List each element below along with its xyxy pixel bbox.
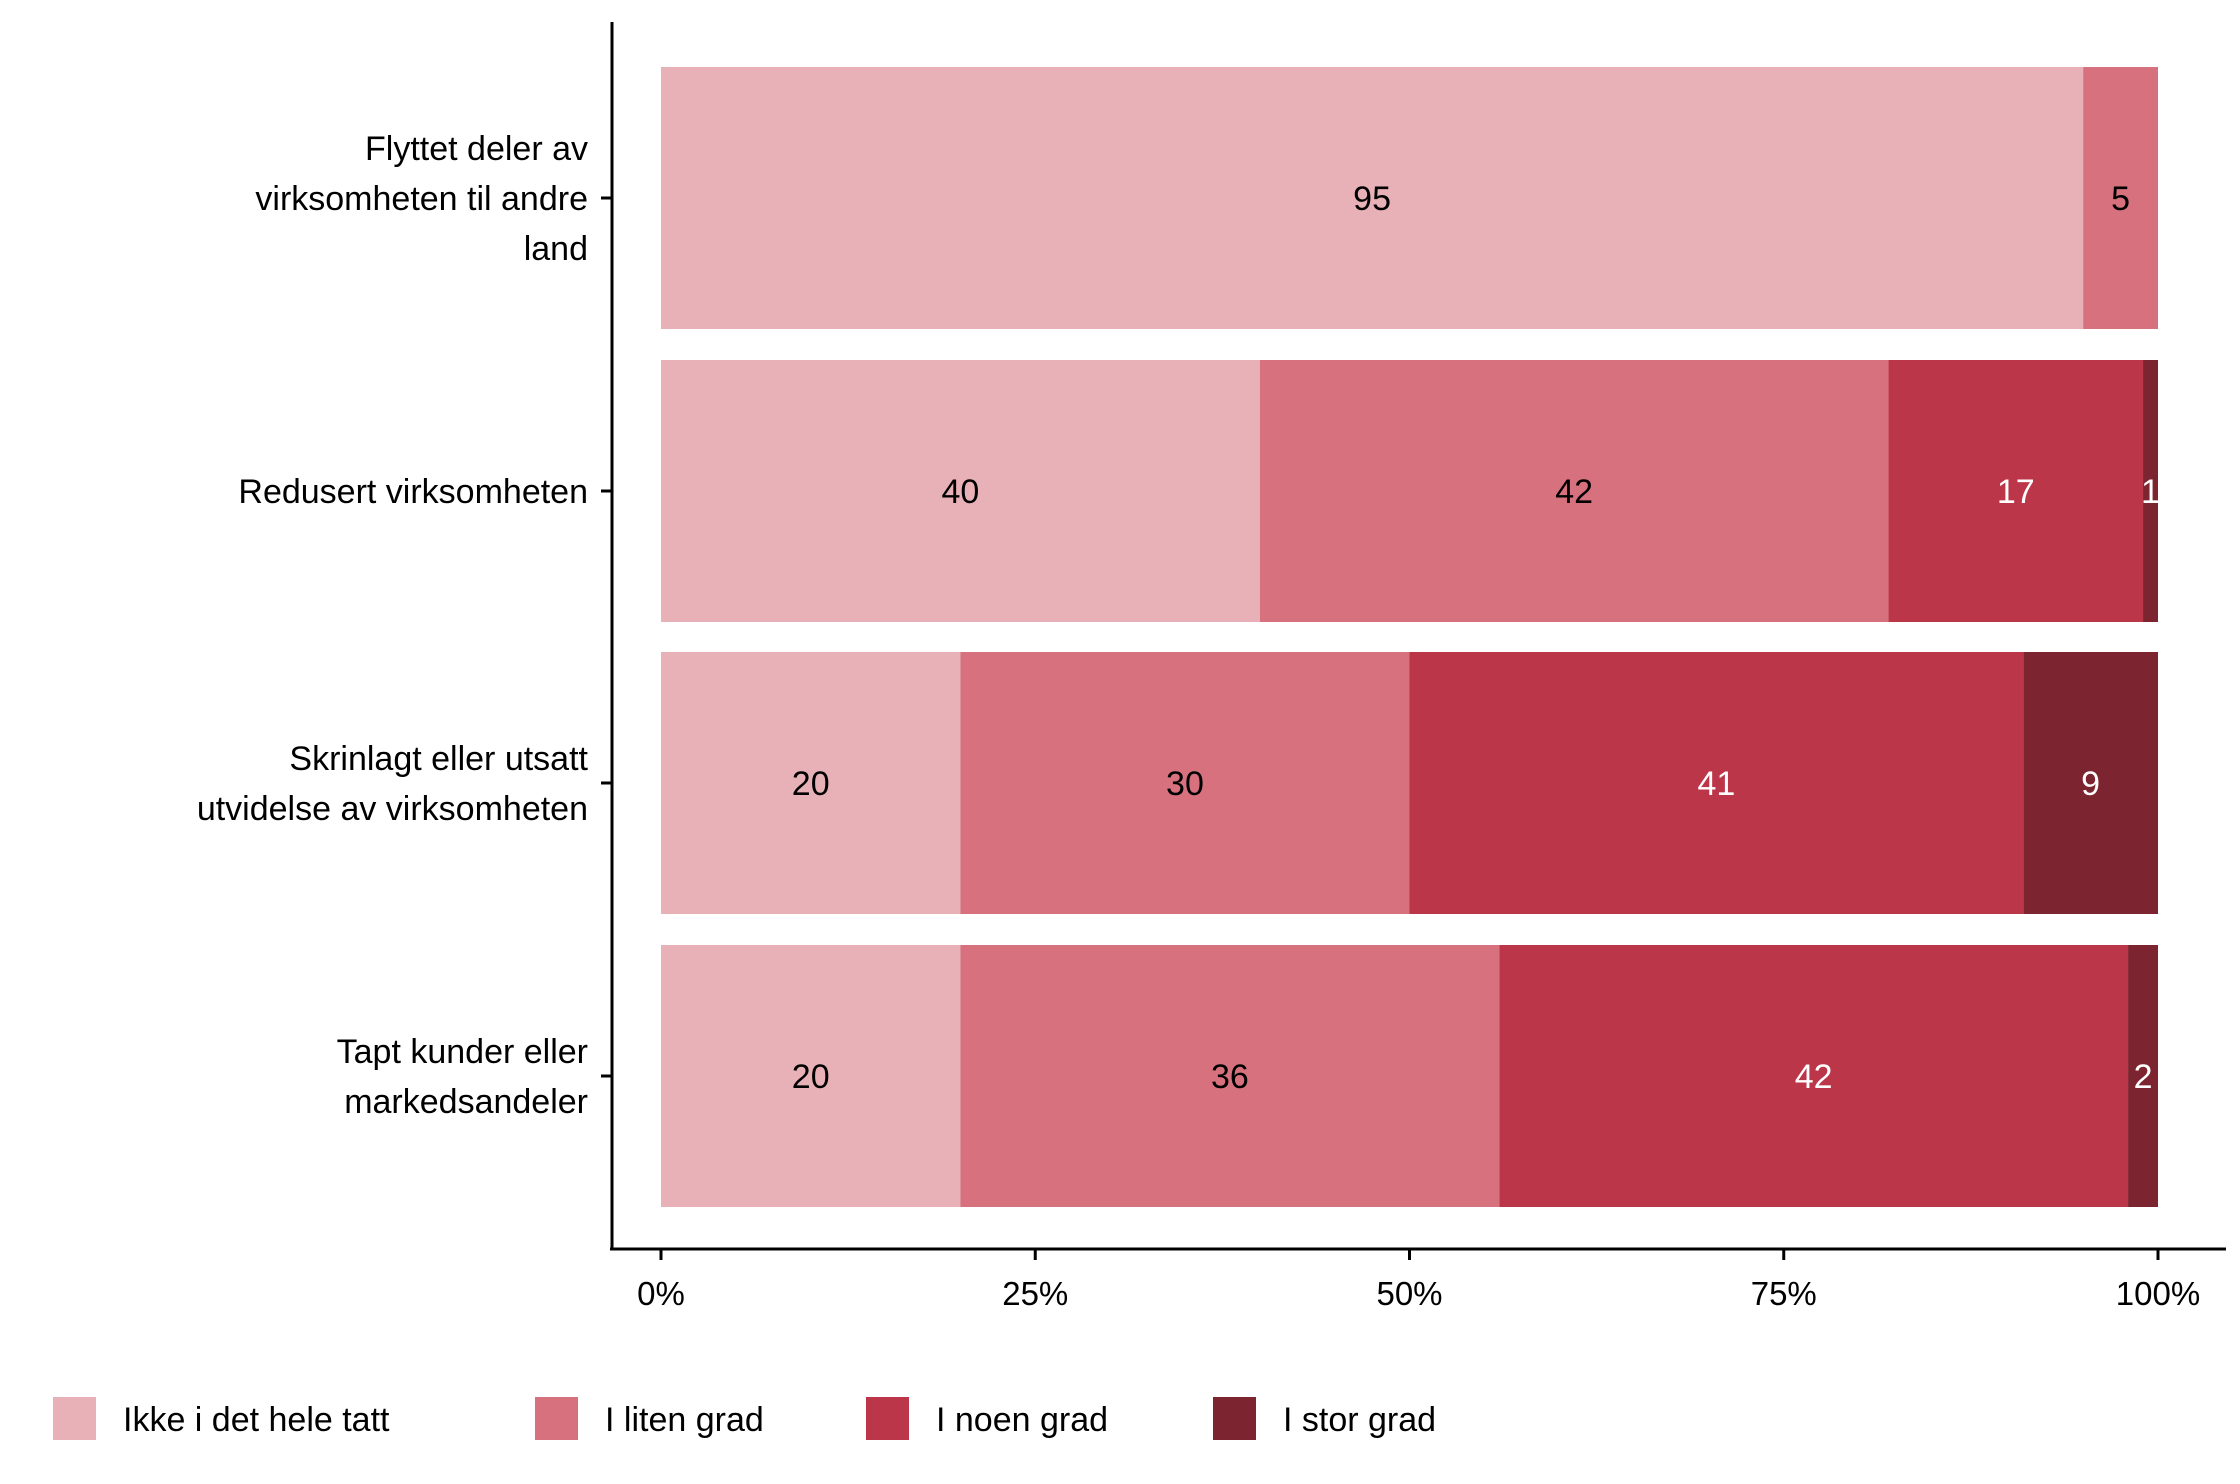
y-tick-label: Flyttet deler av [365,130,588,168]
x-tick-label: 100% [2116,1275,2200,1312]
data-label: 9 [2081,765,2100,803]
legend-label: Ikke i det hele tatt [123,1401,390,1439]
data-label: 41 [1697,765,1735,803]
bar-segment [960,945,1500,1207]
data-label: 42 [1795,1058,1833,1096]
bar-segment [661,652,961,914]
legend-item: I noen grad [866,1397,1108,1440]
legend-swatch [53,1397,96,1440]
bar-segment [661,945,961,1207]
x-tick-label: 75% [1751,1275,1817,1312]
bar-segment [1499,945,2129,1207]
bar-segment [2023,652,2158,914]
data-label: 30 [1166,765,1204,803]
data-label: 5 [2111,180,2130,218]
data-label: 1 [2141,473,2160,511]
data-label: 40 [941,473,979,511]
bar-segment [960,652,1410,914]
bar-segment [1888,360,2144,622]
bar-segment [1259,360,1889,622]
data-label: 17 [1997,473,2035,511]
y-tick-label: virksomheten til andre [255,180,588,218]
y-tick-label: Tapt kunder eller [337,1033,588,1071]
legend-label: I liten grad [605,1401,764,1439]
y-tick-label: markedsandeler [344,1083,588,1121]
bar-segment [1409,652,2024,914]
data-label: 95 [1353,180,1391,218]
x-tick-label: 0% [637,1275,685,1312]
bar-segment [2128,945,2158,1207]
y-tick-label: Redusert virksomheten [238,473,588,511]
legend-label: I noen grad [936,1401,1108,1439]
x-tick-label: 25% [1002,1275,1068,1312]
legend-swatch [866,1397,909,1440]
data-label: 42 [1555,473,1593,511]
y-tick-label: land [524,230,588,268]
data-label: 20 [792,1058,830,1096]
bar-segment [2143,360,2158,622]
data-label: 2 [2134,1058,2153,1096]
legend-item: I liten grad [535,1397,764,1440]
y-tick-label: utvidelse av virksomheten [197,790,588,828]
legend-swatch [535,1397,578,1440]
legend-swatch [1213,1397,1256,1440]
y-tick-label: Skrinlagt eller utsatt [289,740,588,778]
x-tick-label: 50% [1376,1275,1442,1312]
data-label: 20 [792,765,830,803]
legend-item: I stor grad [1213,1397,1436,1440]
legend-item: Ikke i det hele tatt [53,1397,390,1440]
bar-segment [661,67,2084,329]
legend-label: I stor grad [1283,1401,1436,1439]
bar-segment [2083,67,2158,329]
data-label: 36 [1211,1058,1249,1096]
bar-segment [661,360,1260,622]
